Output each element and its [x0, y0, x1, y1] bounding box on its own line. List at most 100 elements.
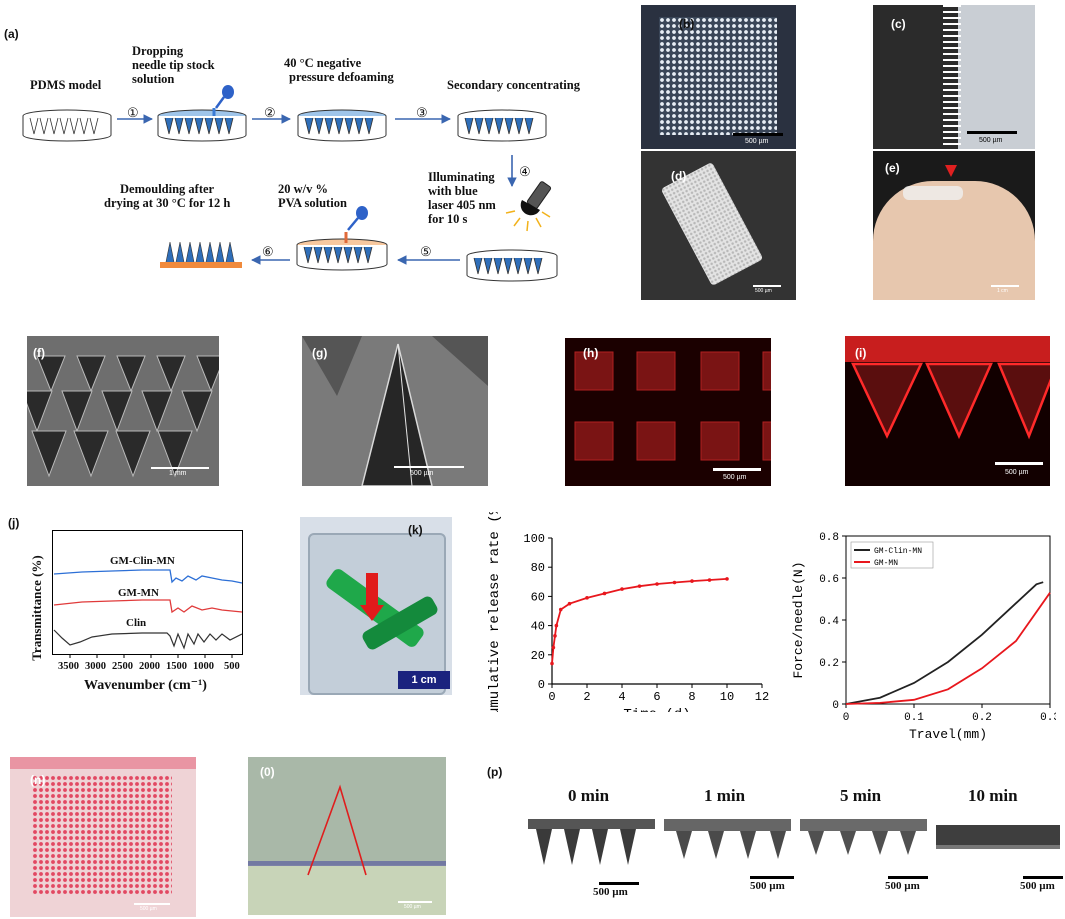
scalebar-1-min — [750, 876, 794, 879]
series-line-GM-Clin-MN — [845, 581, 1044, 705]
label-pdms: PDMS model — [30, 78, 102, 92]
panel-b-label: (b) — [679, 17, 695, 31]
panel-j-ylabel: Transmittance (%) — [29, 555, 44, 661]
data-point — [620, 587, 624, 591]
panel-j-label: (j) — [8, 516, 20, 530]
fluorescence-top-view — [574, 351, 771, 461]
epidermis-line — [248, 861, 446, 866]
panel-e-photo: (e) 1 cm — [873, 151, 1035, 300]
dissolution-0-min — [528, 815, 655, 871]
ftir-tick: 2000 — [139, 661, 160, 672]
panel-i-label: (i) — [855, 346, 867, 360]
label-secondary: Secondary concentrating — [447, 78, 580, 92]
puncture-outline — [307, 784, 367, 876]
label-illuminating-4: for 10 s — [428, 212, 468, 226]
panel-d-scalebar — [753, 285, 781, 287]
ftir-label-gm-clin-mn: GM-Clin-MN — [110, 555, 175, 567]
data-point — [585, 596, 589, 600]
scale-1-min: 500 µm — [750, 880, 785, 892]
dissolution-1-min — [664, 815, 791, 871]
x-tick-label: 0.2 — [972, 712, 992, 724]
label-pva-2: PVA solution — [278, 196, 347, 210]
dish-dropping — [157, 85, 247, 142]
y-tick-label: 40 — [531, 620, 545, 634]
ftir-tick: 500 — [224, 661, 240, 672]
time-0-min: 0 min — [568, 786, 610, 805]
dissolution-10-min — [936, 815, 1063, 871]
label-defoaming-1: 40 °C negative — [284, 56, 362, 70]
legend-entry: GM-Clin-MN — [874, 547, 922, 556]
panel-c-scale: 500 µm — [979, 137, 1003, 144]
label-pva-1: 20 w/v % — [278, 182, 328, 196]
scalebar-5-min — [888, 876, 928, 879]
data-point — [602, 591, 607, 596]
panel-o-photo: (0) 500 µm — [248, 757, 446, 915]
mn-array — [659, 17, 777, 135]
red-arrow-icon — [945, 165, 957, 177]
label-illuminating-2: with blue — [428, 184, 478, 198]
data-point — [690, 579, 694, 583]
label-dropping-1: Dropping — [132, 44, 184, 58]
ftir-tick: 3500 — [58, 661, 79, 672]
stain-edge — [10, 757, 196, 769]
panel-f-photo: (f) 1 mm — [27, 336, 219, 486]
ftir-label-clin: Clin — [126, 617, 147, 629]
y-tick-label: 0.2 — [819, 658, 839, 670]
panel-o-scale: 500 µm — [404, 904, 421, 910]
dish-pva — [296, 206, 388, 271]
data-point — [655, 582, 659, 586]
x-tick-label: 6 — [653, 690, 660, 704]
x-tick-label: 0 — [548, 690, 555, 704]
y-tick-label: 0 — [832, 700, 839, 712]
ftir-tick: 3000 — [85, 661, 106, 672]
x-tick-label: 12 — [755, 690, 769, 704]
scale-10-min: 500 µm — [1020, 880, 1055, 892]
legend-box — [850, 541, 934, 569]
step-3: ③ — [416, 105, 428, 120]
ftir-tick: 1500 — [166, 661, 187, 672]
ftir-label-gm-mn: GM-MN — [118, 587, 159, 599]
label-illuminating-3: laser 405 nm — [428, 198, 496, 212]
panel-h-label: (h) — [583, 346, 599, 360]
scalebar-0-min — [599, 882, 639, 885]
y-tick-label: 20 — [531, 649, 545, 663]
dish-pdms — [22, 109, 112, 142]
panel-j-xlabel: Wavenumber (cm⁻¹) — [84, 678, 207, 693]
panel-f-scale: 1 mm — [169, 470, 187, 477]
panel-k-label: (k) — [408, 523, 423, 537]
panel-i-photo: (i) 500 µm — [845, 336, 1050, 486]
sem-single-needle — [302, 336, 488, 486]
data-point — [553, 634, 557, 638]
sem-array — [27, 355, 219, 478]
red-arrow-icon — [366, 573, 378, 607]
step-5: ⑤ — [420, 244, 432, 259]
panel-i-scale: 500 µm — [1005, 469, 1029, 476]
y-tick-label: 60 — [531, 590, 545, 604]
data-point — [672, 580, 677, 585]
data-point — [637, 584, 642, 588]
data-point — [551, 645, 556, 650]
step-2: ② — [264, 105, 276, 120]
scale-5-min: 500 µm — [885, 880, 920, 892]
panel-e-scale: 1 cm — [997, 288, 1008, 294]
y-tick-label: 0.8 — [819, 532, 839, 544]
panel-n-scale: 500 µm — [140, 906, 157, 912]
y-axis-label: Cumulative release rate (%) — [487, 512, 503, 712]
needle-edge — [943, 5, 961, 149]
panel-c-scalebar — [967, 131, 1017, 134]
stained-skin-array — [32, 775, 172, 895]
panel-o-label: (0) — [260, 765, 275, 779]
force-chart: 0 0.1 0.2 0.3 0 0.2 0.4 0.6 0.8 Travel(mm) Force/n… — [791, 532, 1056, 742]
panel-a-schematic — [22, 85, 558, 282]
panel-p-label: (p) — [487, 765, 503, 779]
step-1: ① — [127, 105, 139, 120]
panel-b-scale: 500 µm — [745, 138, 769, 145]
panel-h-scale: 500 µm — [723, 474, 747, 481]
panel-h-photo: (h) 500 µm — [565, 338, 771, 486]
panel-b-scalebar — [733, 133, 783, 136]
release-chart: 0 2 4 6 8 10 12 0 20 40 60 80 100 Time (d) Cumulative … — [487, 512, 769, 712]
panel-h-scalebar — [713, 468, 761, 471]
data-point — [725, 577, 729, 581]
panel-d-photo: (d) 500 µm — [641, 151, 796, 300]
y-tick-label: 0.4 — [819, 616, 839, 628]
